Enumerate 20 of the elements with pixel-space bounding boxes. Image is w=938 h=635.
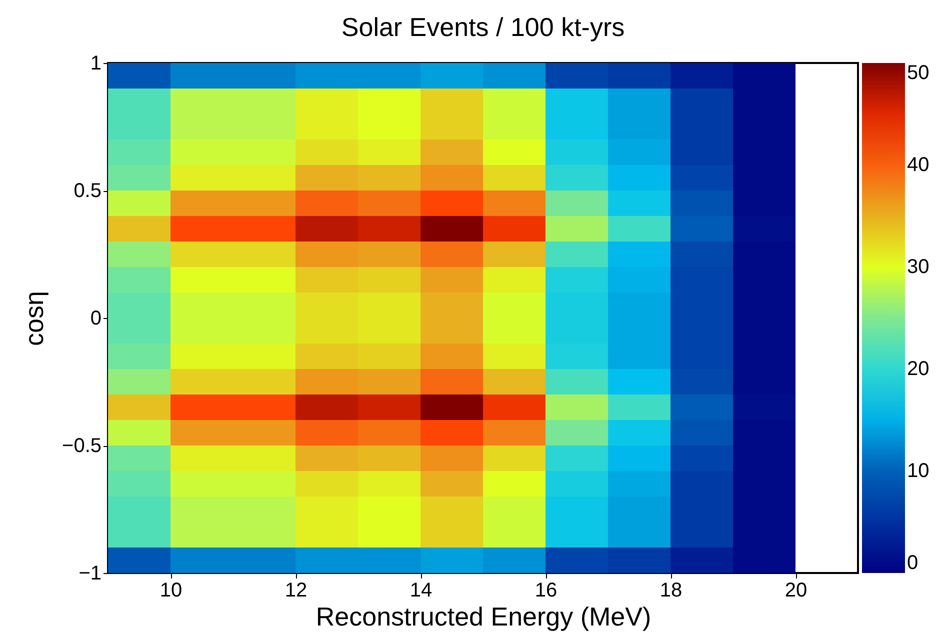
y-tick-label: −1 — [78, 562, 102, 584]
color-bar-label: 0 — [907, 552, 918, 574]
y-tick-label: 1 — [90, 52, 102, 74]
color-bar-label: 30 — [907, 256, 930, 278]
x-tick-label: 14 — [410, 580, 432, 602]
x-tick-label: 10 — [160, 580, 182, 602]
color-bar-label: 20 — [907, 358, 930, 380]
y-tick-label: 0.5 — [74, 180, 102, 202]
x-axis-title: Reconstructed Energy (MeV) — [316, 602, 652, 632]
y-tick-label: −0.5 — [62, 435, 102, 457]
chart-title: Solar Events / 100 kt-yrs — [341, 12, 625, 42]
y-tick-label: 0 — [90, 308, 102, 330]
y-axis-title: cosη — [19, 291, 50, 346]
x-tick-label: 12 — [284, 580, 308, 602]
x-tick-label: 20 — [784, 580, 808, 602]
x-tick-label: 18 — [660, 580, 682, 602]
x-tick-label: 16 — [534, 580, 558, 602]
color-bar-label: 10 — [907, 460, 930, 482]
color-bar-label: 50 — [907, 62, 930, 84]
color-bar-label: 40 — [907, 154, 930, 176]
